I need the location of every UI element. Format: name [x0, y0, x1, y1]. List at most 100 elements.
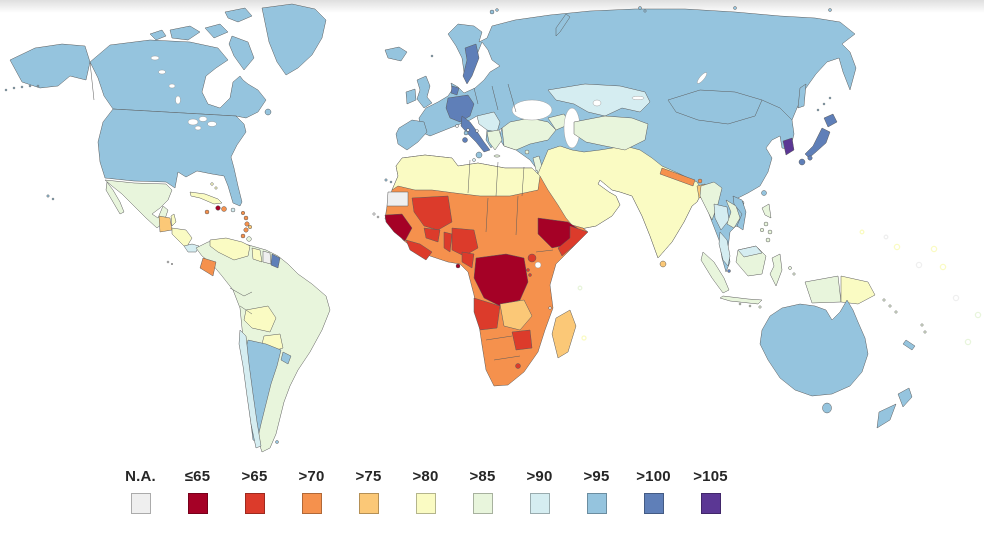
- region-russian-arctic[interactable]: [489, 6, 832, 37]
- region-senegal-guinea[interactable]: [384, 213, 413, 242]
- region-papua-new-guinea[interactable]: [840, 275, 876, 305]
- region-novaya-zemlya: [555, 13, 571, 37]
- region-australia[interactable]: [759, 299, 869, 397]
- region-zambia[interactable]: [499, 299, 533, 331]
- region-malay-peninsula[interactable]: [718, 231, 731, 267]
- region-somalia[interactable]: [557, 225, 589, 257]
- region-sakhalin[interactable]: [797, 83, 807, 109]
- region-west-papua[interactable]: [804, 275, 842, 304]
- region-french-guiana[interactable]: [270, 253, 281, 269]
- region-north-africa[interactable]: [391, 154, 541, 197]
- region-drc[interactable]: [473, 253, 529, 307]
- region-comoros[interactable]: [548, 306, 552, 310]
- region-galapagos[interactable]: [166, 260, 174, 266]
- region-baja-california[interactable]: [105, 181, 125, 215]
- region-italy[interactable]: [460, 115, 491, 153]
- region-canary-islands[interactable]: [384, 178, 393, 184]
- region-uruguay[interactable]: [280, 351, 292, 365]
- region-singapore[interactable]: [727, 269, 731, 273]
- region-iberia[interactable]: [395, 119, 428, 151]
- region-bhutan[interactable]: [697, 178, 703, 184]
- region-mexico[interactable]: [104, 179, 173, 229]
- region-iceland[interactable]: [384, 46, 408, 62]
- region-canadian-arctic[interactable]: [149, 7, 255, 71]
- region-trinidad-tobago[interactable]: [246, 236, 252, 242]
- region-new-caledonia[interactable]: [902, 339, 916, 351]
- region-newfoundland[interactable]: [264, 108, 272, 116]
- region-corsica[interactable]: [463, 130, 469, 136]
- region-falkland-islands[interactable]: [275, 440, 279, 444]
- region-madagascar[interactable]: [551, 309, 577, 359]
- region-cameroon[interactable]: [461, 251, 475, 269]
- region-south-korea[interactable]: [782, 137, 795, 156]
- region-nepal[interactable]: [659, 167, 696, 187]
- region-seychelles[interactable]: [577, 285, 583, 291]
- region-malta[interactable]: [472, 158, 476, 162]
- region-faroe-islands[interactable]: [430, 54, 434, 58]
- border-mongolia: [667, 89, 763, 125]
- region-lesotho[interactable]: [515, 363, 521, 369]
- region-sweden[interactable]: [462, 43, 480, 85]
- region-philippines[interactable]: [759, 203, 773, 243]
- region-ireland[interactable]: [405, 88, 417, 105]
- region-burkina-faso[interactable]: [423, 227, 441, 243]
- region-liberia-ivory-coast[interactable]: [405, 239, 433, 261]
- region-bahamas[interactable]: [210, 182, 218, 190]
- region-cuba[interactable]: [189, 191, 223, 205]
- region-vanuatu[interactable]: [920, 323, 927, 334]
- region-angola[interactable]: [473, 297, 501, 331]
- region-vietnam[interactable]: [732, 195, 747, 231]
- region-chile[interactable]: [238, 329, 262, 449]
- region-new-zealand[interactable]: [876, 387, 913, 429]
- region-sardinia[interactable]: [462, 137, 468, 143]
- region-cape-verde[interactable]: [372, 212, 380, 219]
- region-nigeria[interactable]: [451, 227, 479, 257]
- region-thailand[interactable]: [713, 203, 730, 231]
- region-bolivia[interactable]: [243, 305, 277, 333]
- region-united-kingdom[interactable]: [416, 75, 433, 109]
- region-central-asia[interactable]: [573, 115, 649, 151]
- region-japan[interactable]: [798, 113, 838, 166]
- region-crete[interactable]: [493, 154, 501, 158]
- region-guyana[interactable]: [251, 247, 263, 263]
- region-tasmania[interactable]: [822, 402, 832, 414]
- region-western-sahara[interactable]: [386, 191, 409, 207]
- region-sicily[interactable]: [475, 151, 483, 159]
- legend-bin-swatch: [187, 493, 208, 514]
- region-dominican-republic[interactable]: [221, 206, 227, 212]
- legend-item-≤65: ≤65: [169, 468, 226, 514]
- region-togo-benin[interactable]: [443, 231, 453, 253]
- region-greenland[interactable]: [261, 3, 327, 76]
- region-aleutian-islands[interactable]: [4, 84, 40, 92]
- region-malaysia-borneo[interactable]: [737, 245, 763, 258]
- region-rwanda-burundi[interactable]: [526, 268, 532, 277]
- region-hawaii[interactable]: [46, 194, 55, 201]
- region-ecuador[interactable]: [199, 257, 217, 277]
- region-usa[interactable]: [97, 108, 247, 207]
- region-mauritius[interactable]: [581, 335, 587, 341]
- region-haiti[interactable]: [215, 205, 221, 211]
- region-suriname[interactable]: [262, 250, 272, 265]
- region-kuril-islands[interactable]: [816, 96, 832, 112]
- region-greece[interactable]: [486, 129, 503, 151]
- region-equatorial-guinea[interactable]: [455, 263, 461, 269]
- region-zimbabwe[interactable]: [511, 329, 533, 351]
- region-uganda[interactable]: [527, 253, 537, 263]
- region-lesser-antilles[interactable]: [240, 210, 250, 239]
- region-solomon-islands[interactable]: [882, 298, 898, 314]
- region-taiwan[interactable]: [761, 190, 767, 196]
- pacific-island-nations[interactable]: [859, 229, 982, 346]
- region-cyprus[interactable]: [524, 149, 530, 155]
- region-denmark[interactable]: [450, 85, 460, 96]
- region-european-microstates[interactable]: [455, 124, 479, 133]
- region-venezuela[interactable]: [209, 237, 251, 261]
- region-alaska[interactable]: [9, 43, 91, 89]
- region-kazakhstan[interactable]: [547, 83, 651, 117]
- region-turkey[interactable]: [501, 117, 557, 151]
- region-jamaica[interactable]: [204, 209, 210, 215]
- region-puerto-rico[interactable]: [230, 207, 236, 213]
- region-belize[interactable]: [170, 213, 177, 227]
- region-sri-lanka[interactable]: [659, 260, 667, 268]
- region-guatemala[interactable]: [158, 215, 173, 233]
- region-barbados[interactable]: [247, 224, 253, 230]
